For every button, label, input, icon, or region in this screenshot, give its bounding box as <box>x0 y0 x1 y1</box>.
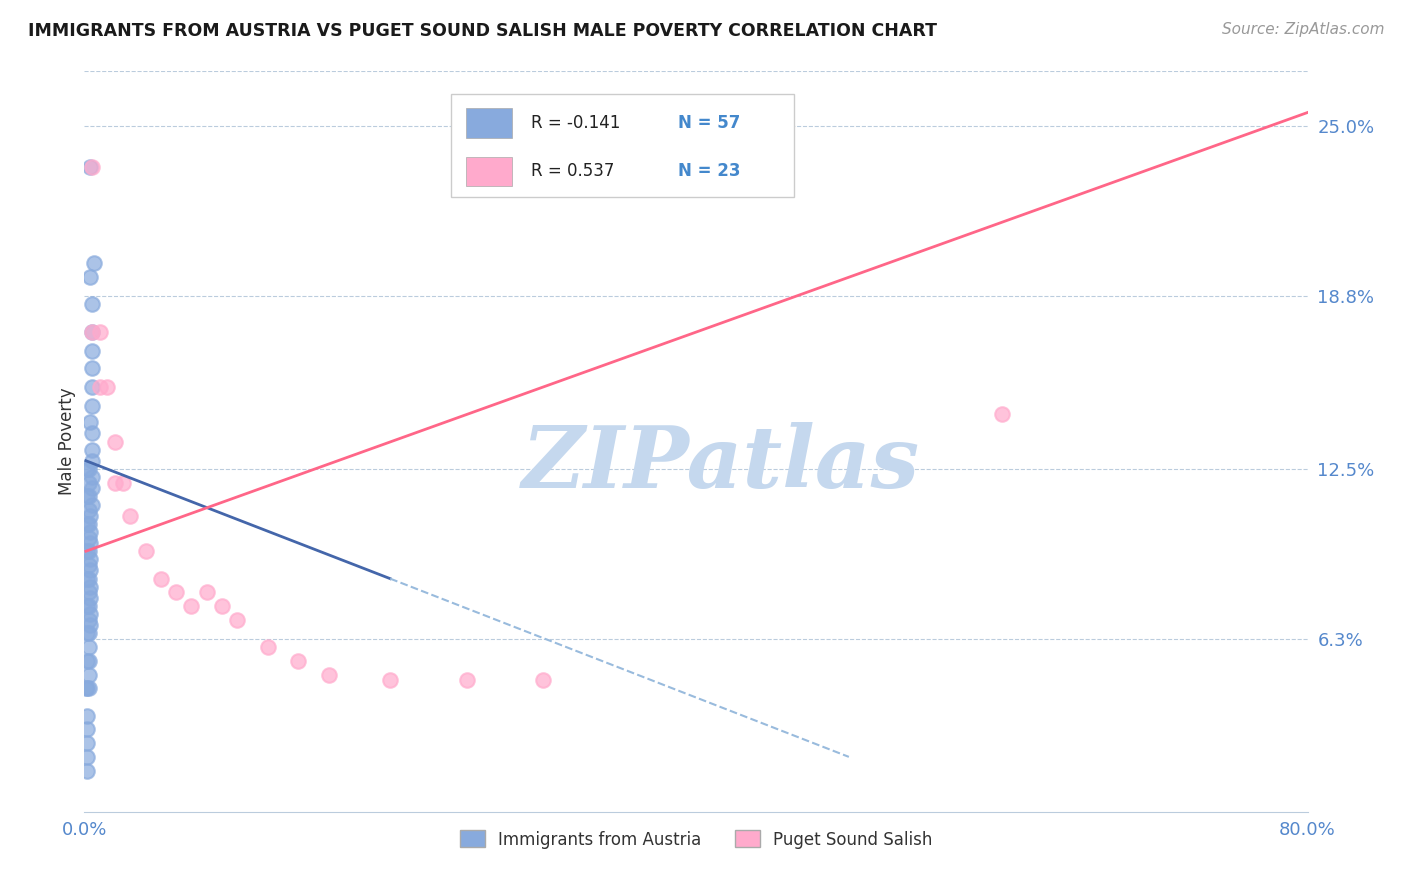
Point <box>76 750 98 764</box>
Point <box>79 563 101 577</box>
Point <box>80 297 103 311</box>
Point <box>180 599 202 613</box>
Point <box>80 399 103 413</box>
Point <box>76 708 98 723</box>
Text: ZIPatlas: ZIPatlas <box>522 422 920 506</box>
Point <box>104 434 127 449</box>
Point <box>226 613 249 627</box>
Point <box>79 552 101 566</box>
Text: R = 0.537: R = 0.537 <box>531 162 614 180</box>
Point <box>77 475 100 490</box>
Point <box>77 503 100 517</box>
Point <box>135 544 157 558</box>
Text: Source: ZipAtlas.com: Source: ZipAtlas.com <box>1222 22 1385 37</box>
Point <box>80 481 103 495</box>
Point <box>111 475 134 490</box>
Point <box>80 360 103 375</box>
Point <box>76 462 98 476</box>
Point <box>75 681 97 696</box>
Point <box>80 325 103 339</box>
Point <box>77 654 100 668</box>
Point <box>76 681 98 696</box>
Point <box>79 580 101 594</box>
Point <box>149 572 172 586</box>
Point <box>76 654 98 668</box>
Point <box>76 736 98 750</box>
Point <box>76 626 98 640</box>
Point <box>79 591 101 605</box>
Point <box>79 270 101 285</box>
Point <box>76 489 98 503</box>
Point <box>79 524 101 539</box>
Point <box>76 572 98 586</box>
Point <box>77 516 100 531</box>
Point <box>80 161 103 175</box>
Point <box>77 585 100 599</box>
Point <box>79 607 101 622</box>
Point <box>77 572 100 586</box>
Text: N = 23: N = 23 <box>678 162 740 180</box>
FancyBboxPatch shape <box>465 109 513 138</box>
Point <box>77 558 100 572</box>
Point <box>89 380 111 394</box>
Text: N = 57: N = 57 <box>678 114 740 132</box>
Point <box>77 462 100 476</box>
Point <box>80 454 103 468</box>
Point <box>77 531 100 545</box>
Point <box>318 667 340 681</box>
Point <box>77 489 100 503</box>
Point <box>77 681 100 696</box>
Point <box>211 599 233 613</box>
Point <box>76 516 98 531</box>
Point <box>120 508 142 523</box>
Point <box>79 161 101 175</box>
Point <box>257 640 280 655</box>
Point <box>79 508 101 523</box>
Point <box>80 498 103 512</box>
Point <box>104 475 127 490</box>
Point <box>77 613 100 627</box>
Point <box>83 256 105 270</box>
Point <box>79 618 101 632</box>
Point <box>77 626 100 640</box>
Point <box>77 544 100 558</box>
Point <box>80 426 103 441</box>
Point <box>80 325 103 339</box>
Point <box>80 380 103 394</box>
Point <box>76 723 98 737</box>
Point <box>80 344 103 359</box>
Point <box>77 640 100 655</box>
Point <box>991 407 1014 421</box>
Point <box>380 673 402 687</box>
Point <box>76 764 98 778</box>
Point <box>77 667 100 681</box>
Point <box>77 599 100 613</box>
Point <box>79 415 101 429</box>
Point <box>96 380 118 394</box>
Point <box>456 673 478 687</box>
Point <box>89 325 111 339</box>
FancyBboxPatch shape <box>465 156 513 186</box>
Point <box>80 442 103 457</box>
Point <box>79 536 101 550</box>
Legend: Immigrants from Austria, Puget Sound Salish: Immigrants from Austria, Puget Sound Sal… <box>453 823 939 855</box>
Text: R = -0.141: R = -0.141 <box>531 114 620 132</box>
Point <box>287 654 309 668</box>
Point <box>531 673 554 687</box>
Point <box>165 585 187 599</box>
FancyBboxPatch shape <box>451 94 794 197</box>
Point <box>80 470 103 484</box>
Text: IMMIGRANTS FROM AUSTRIA VS PUGET SOUND SALISH MALE POVERTY CORRELATION CHART: IMMIGRANTS FROM AUSTRIA VS PUGET SOUND S… <box>28 22 938 40</box>
Y-axis label: Male Poverty: Male Poverty <box>58 388 76 495</box>
Point <box>195 585 218 599</box>
Point <box>76 599 98 613</box>
Point <box>76 544 98 558</box>
